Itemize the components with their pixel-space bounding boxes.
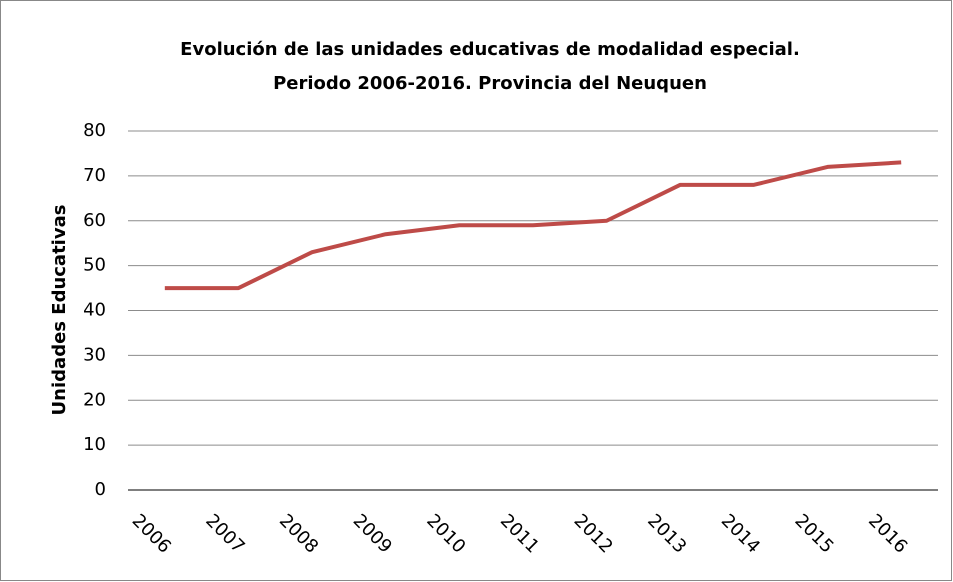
y-tick-label: 10 xyxy=(83,434,106,455)
y-axis-label: Unidades Educativas xyxy=(49,205,70,416)
y-tick-label: 40 xyxy=(83,300,106,321)
chart-title: Periodo 2006-2016. Provincia del Neuquen xyxy=(273,73,707,94)
y-tick-label: 60 xyxy=(83,210,106,231)
y-tick-label: 30 xyxy=(83,344,106,365)
line xyxy=(164,160,902,291)
y-tick-label: 50 xyxy=(83,255,106,276)
y-tick-label: 80 xyxy=(83,120,106,141)
y-tick-label: 20 xyxy=(83,389,106,410)
chart-title: Evolución de las unidades educativas de … xyxy=(180,39,800,60)
y-tick-label: 70 xyxy=(83,165,106,186)
y-tick-label: 0 xyxy=(95,479,106,500)
